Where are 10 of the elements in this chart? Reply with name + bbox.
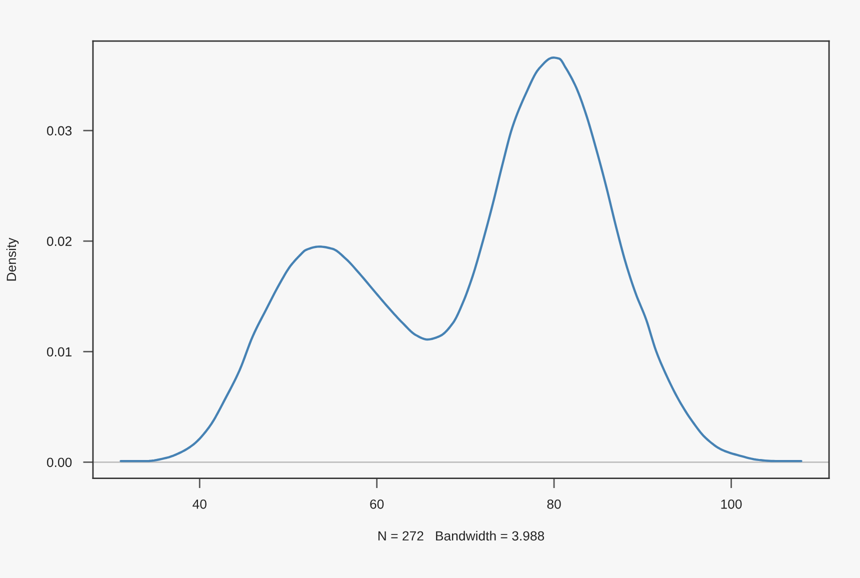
x-tick-label: 60 (370, 499, 384, 509)
x-tick-label: 100 (721, 499, 742, 509)
y-axis-title: Density (6, 238, 19, 281)
x-axis-title: N = 272 Bandwidth = 3.988 (378, 530, 544, 541)
y-tick-label: 0.03 (46, 126, 72, 136)
y-tick-label: 0.02 (46, 236, 72, 246)
y-tick-label: 0.01 (46, 347, 72, 357)
x-tick-label: 40 (192, 499, 206, 509)
x-tick-label: 80 (547, 499, 561, 509)
y-tick-label: 0.00 (46, 458, 72, 468)
